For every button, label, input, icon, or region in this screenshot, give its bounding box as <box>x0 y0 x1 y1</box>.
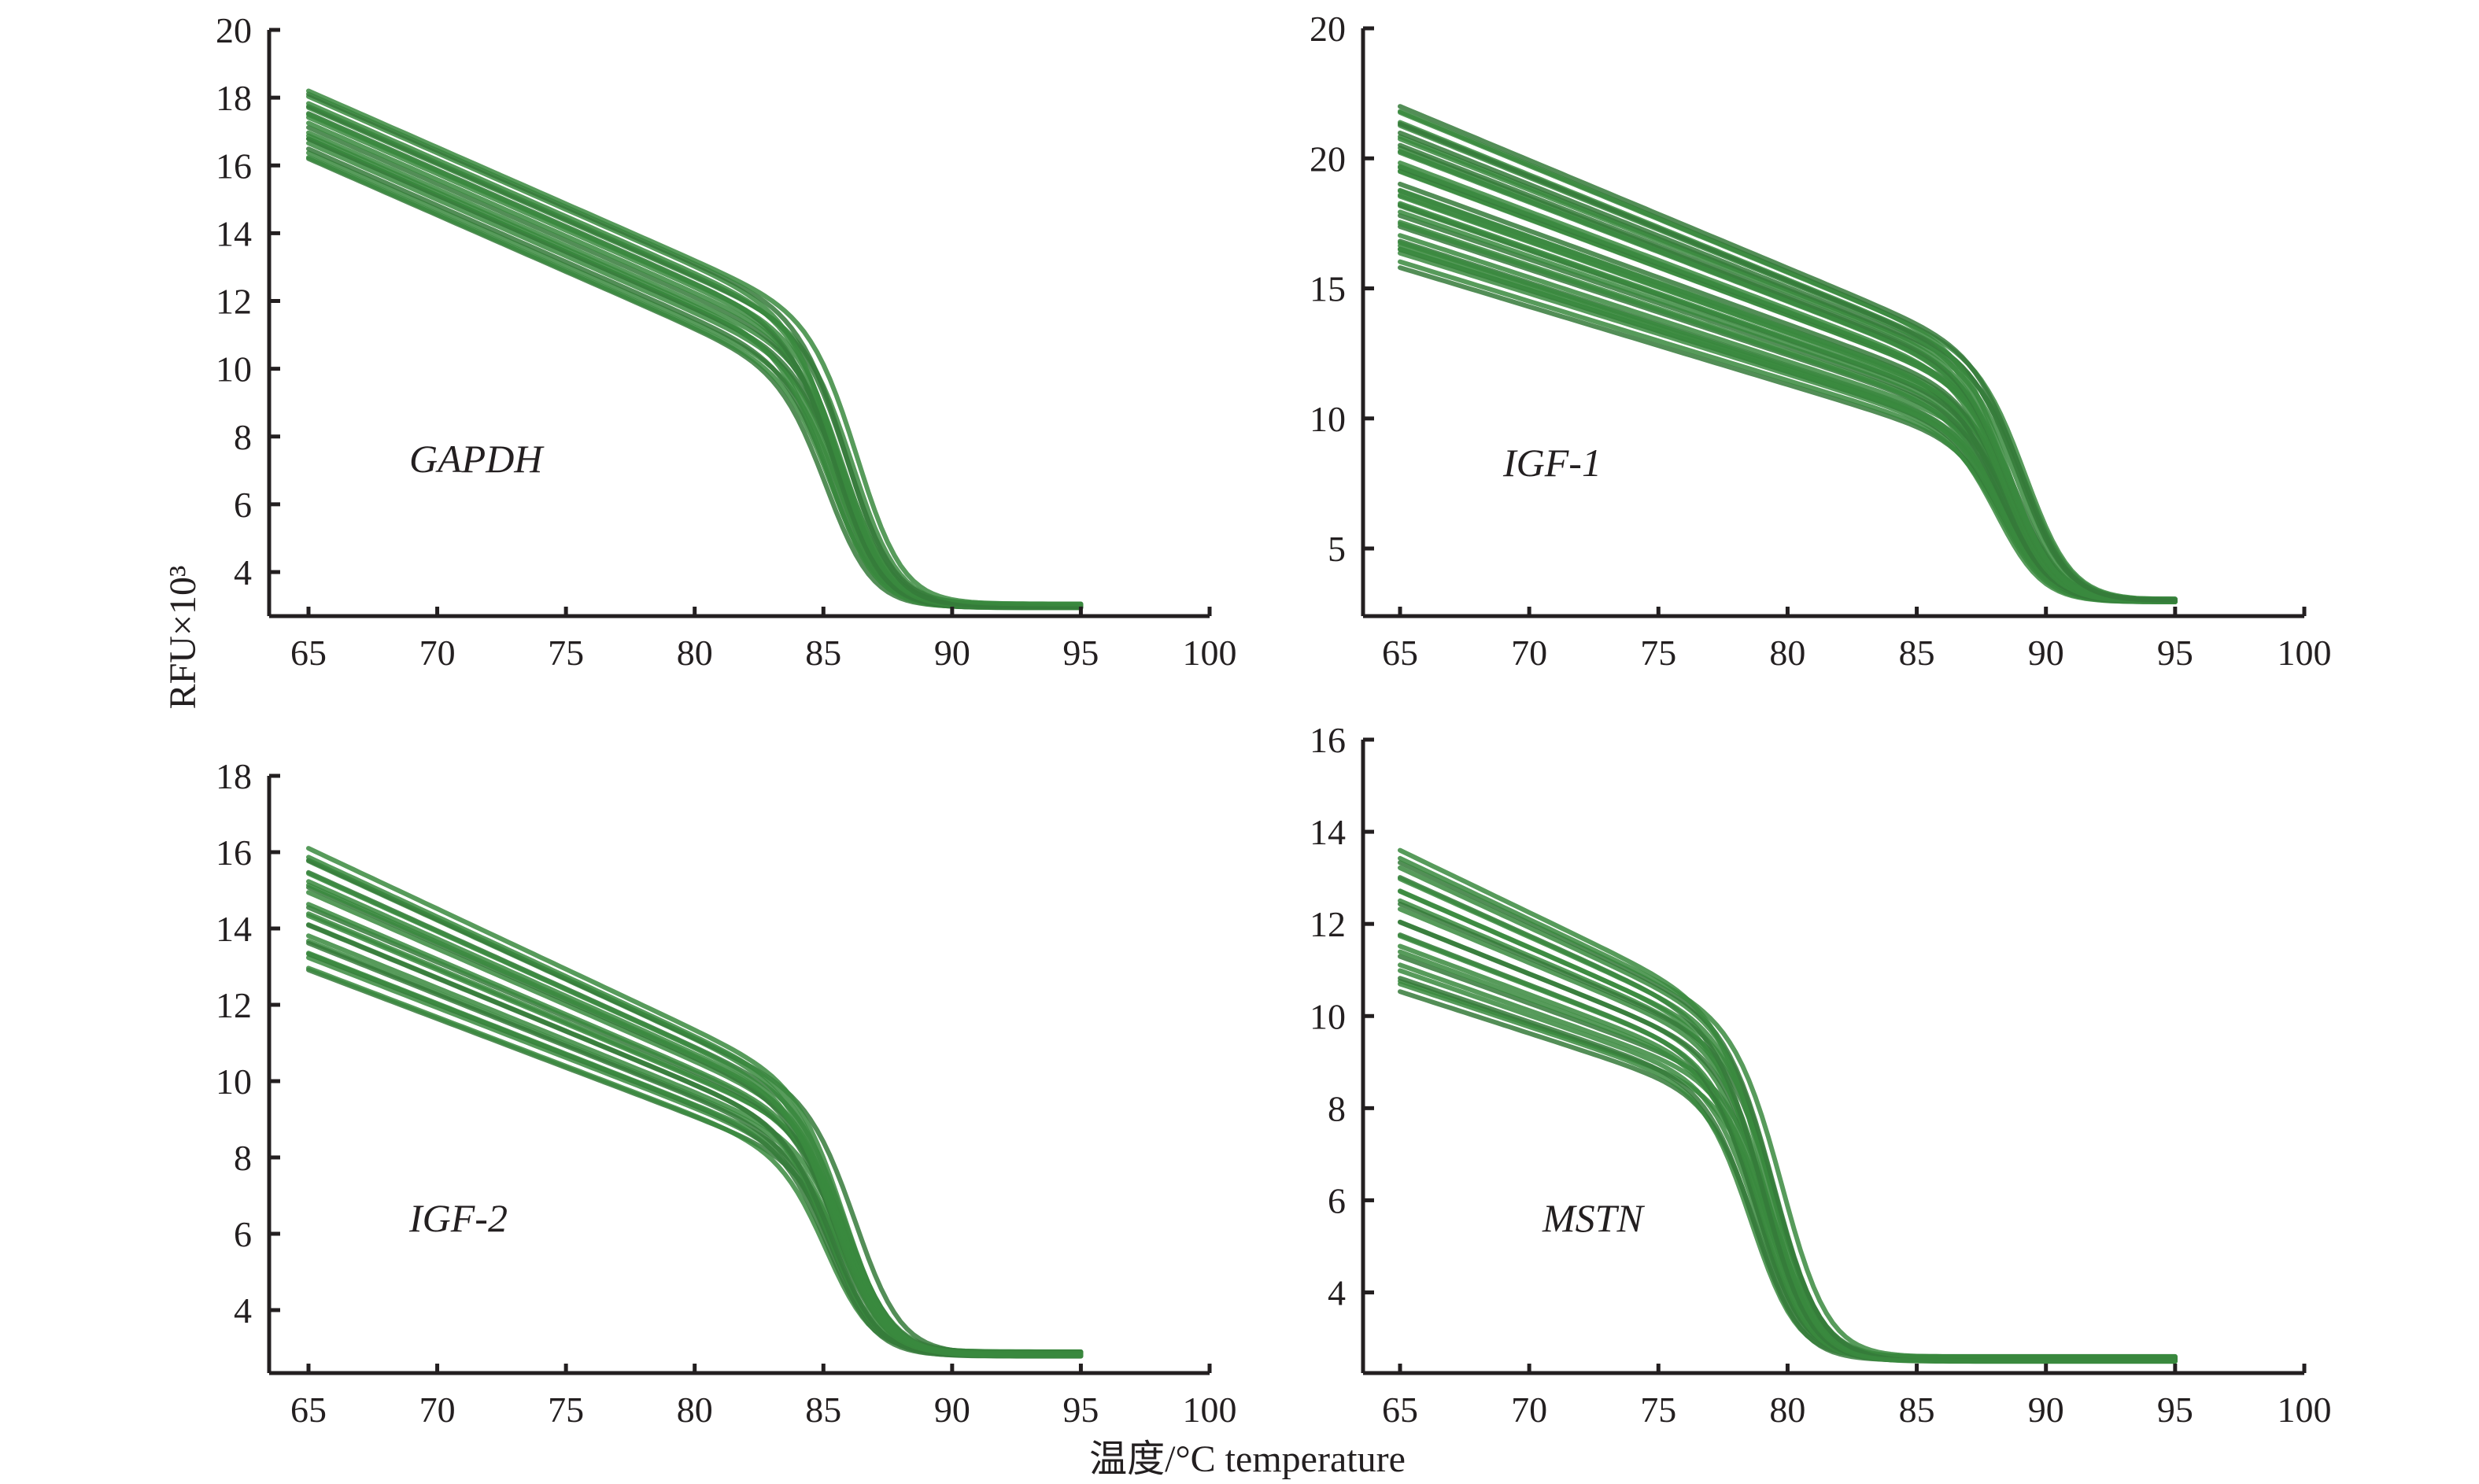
curves <box>1398 104 2178 604</box>
x-tick-label: 70 <box>419 1390 456 1430</box>
x-tick-label: 70 <box>419 633 456 673</box>
panel-mstn: 4 6 8 10 12 14 16 65 70 75 80 85 90 95 100 MSTN <box>1310 720 2332 1430</box>
melt-curve <box>306 146 1084 607</box>
x-tick-label: 90 <box>2028 1390 2064 1430</box>
x-tick-label: 100 <box>1183 1390 1237 1430</box>
curves <box>306 846 1084 1359</box>
x-tick-label: 65 <box>1382 633 1418 673</box>
x-axis-title: 温度/°C temperature <box>1089 1438 1406 1480</box>
melt-curve <box>306 156 1084 610</box>
x-tick-label: 80 <box>677 633 713 673</box>
y-tick-label: 14 <box>216 909 252 949</box>
x-tick-label: 75 <box>1640 633 1676 673</box>
x-tick-label: 95 <box>1062 1390 1099 1430</box>
y-tick-label: 16 <box>216 832 252 873</box>
curves <box>306 88 1084 611</box>
y-tick-label: 4 <box>1328 1273 1346 1313</box>
y-tick-label: 10 <box>216 1061 252 1102</box>
x-tick-label: 80 <box>677 1390 713 1430</box>
melt-curve <box>1398 109 2178 604</box>
y-axis-title: RFU×10³ <box>162 566 204 710</box>
melt-curve <box>306 88 1084 607</box>
y-tick-label: 14 <box>1310 812 1346 852</box>
x-tick-label: 100 <box>2278 1390 2332 1430</box>
gene-label: MSTN <box>1542 1196 1645 1240</box>
y-tick-label: 12 <box>216 282 252 322</box>
x-tick-label: 95 <box>1062 633 1099 673</box>
x-tick-label: 70 <box>1511 633 1547 673</box>
y-tick-label: 12 <box>216 985 252 1025</box>
y-tick-label: 10 <box>1310 399 1346 439</box>
x-tick-label: 100 <box>2278 633 2332 673</box>
y-tick-label: 18 <box>216 78 252 118</box>
gene-label: IGF-1 <box>1502 441 1602 485</box>
x-tick-label: 75 <box>548 633 584 673</box>
y-tick-label: 20 <box>216 10 252 50</box>
x-tick-label: 100 <box>1183 633 1237 673</box>
x-tick-label: 70 <box>1511 1390 1547 1430</box>
y-tick-label: 4 <box>234 1290 252 1331</box>
x-tick-label: 90 <box>934 633 970 673</box>
x-tick-label: 75 <box>1640 1390 1676 1430</box>
y-tick-label: 14 <box>216 213 252 253</box>
x-tick-label: 95 <box>2157 1390 2193 1430</box>
melt-curve <box>306 140 1084 610</box>
y-tick-label: 15 <box>1310 269 1346 309</box>
y-tick-label: 8 <box>1328 1088 1346 1128</box>
y-tick-label: 8 <box>234 417 252 457</box>
y-tick-label: 4 <box>234 552 252 592</box>
melt-curve <box>1398 976 2178 1363</box>
x-tick-label: 65 <box>290 1390 327 1430</box>
melt-curve <box>1398 847 2178 1364</box>
y-tick-label: 8 <box>234 1138 252 1178</box>
melt-curve <box>1398 855 2178 1360</box>
x-tick-label: 65 <box>290 633 327 673</box>
melt-curve <box>1398 250 2178 604</box>
panel-gapdh: 4 6 8 10 12 14 16 18 20 65 70 75 80 85 90 95 100 GAPDH <box>216 10 1237 673</box>
x-tick-label: 80 <box>1769 1390 1805 1430</box>
y-tick-label: 18 <box>216 756 252 796</box>
panel-igf2: 4 6 8 10 12 14 16 18 65 70 75 80 85 90 95 100 IGF-2 <box>216 756 1237 1430</box>
x-tick-label: 90 <box>934 1390 970 1430</box>
y-tick-label: 16 <box>1310 720 1346 760</box>
melt-curve <box>306 155 1084 610</box>
x-tick-label: 85 <box>805 1390 841 1430</box>
x-tick-label: 85 <box>805 633 841 673</box>
melt-curve <box>1398 150 2178 604</box>
melt-curve <box>306 955 1084 1355</box>
y-tick-label: 20 <box>1310 9 1346 49</box>
x-tick-label: 80 <box>1769 633 1805 673</box>
melt-curve <box>306 91 1084 609</box>
melt-curve <box>306 911 1084 1356</box>
y-tick-label: 12 <box>1310 904 1346 944</box>
melt-curve <box>306 965 1084 1355</box>
panel-igf1: 5 10 15 20 20 65 70 75 80 85 90 95 100 IGF-1 <box>1310 9 2332 673</box>
gene-label: IGF-2 <box>408 1196 508 1240</box>
y-tick-label: 5 <box>1328 529 1346 569</box>
curves <box>1398 847 2178 1364</box>
y-tick-label: 20 <box>1310 138 1346 179</box>
x-tick-label: 75 <box>548 1390 584 1430</box>
melt-curve <box>306 967 1084 1356</box>
x-tick-label: 85 <box>1899 1390 1935 1430</box>
y-tick-label: 6 <box>234 1214 252 1254</box>
y-tick-label: 16 <box>216 146 252 186</box>
melt-curve <box>1398 134 2178 604</box>
y-tick-label: 10 <box>1310 996 1346 1036</box>
x-tick-label: 65 <box>1382 1390 1418 1430</box>
melt-curve <box>306 150 1084 610</box>
y-tick-label: 10 <box>216 349 252 389</box>
gene-label: GAPDH <box>409 437 545 481</box>
y-tick-label: 6 <box>1328 1180 1346 1220</box>
x-tick-label: 95 <box>2157 633 2193 673</box>
x-tick-label: 90 <box>2028 633 2064 673</box>
y-tick-label: 6 <box>234 485 252 525</box>
melt-curve <box>306 846 1084 1357</box>
melt-curve <box>1398 104 2178 604</box>
x-tick-label: 85 <box>1899 633 1935 673</box>
